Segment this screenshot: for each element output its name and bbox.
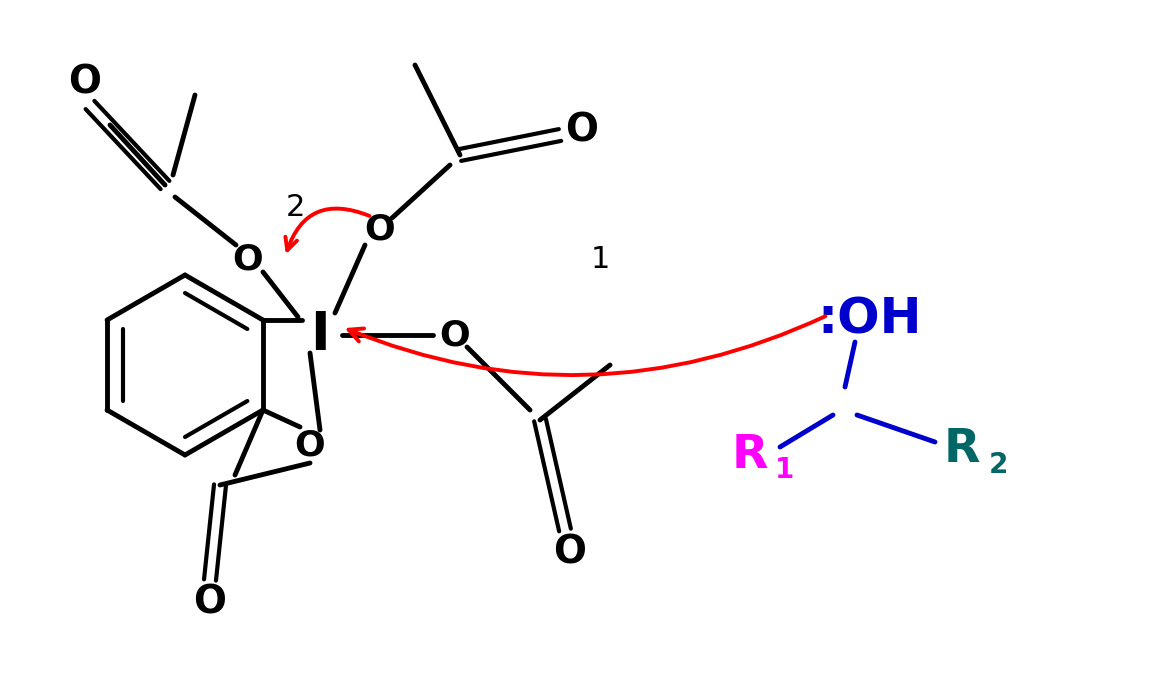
FancyArrowPatch shape [349,316,825,375]
Text: 2: 2 [285,192,305,221]
Text: O: O [233,243,263,277]
Text: O: O [440,318,471,352]
Text: R: R [944,427,980,472]
Text: O: O [294,428,325,462]
Text: O: O [365,213,396,247]
Text: I: I [310,309,330,361]
Text: 1: 1 [591,246,609,275]
Text: O: O [554,533,586,571]
Text: O: O [194,583,226,621]
Text: O: O [565,111,599,149]
Text: :OH: :OH [818,296,922,344]
Text: O: O [68,64,102,102]
Text: R: R [732,433,769,477]
Text: 2: 2 [988,451,1007,479]
Text: 1: 1 [775,456,795,484]
FancyArrowPatch shape [285,209,369,250]
